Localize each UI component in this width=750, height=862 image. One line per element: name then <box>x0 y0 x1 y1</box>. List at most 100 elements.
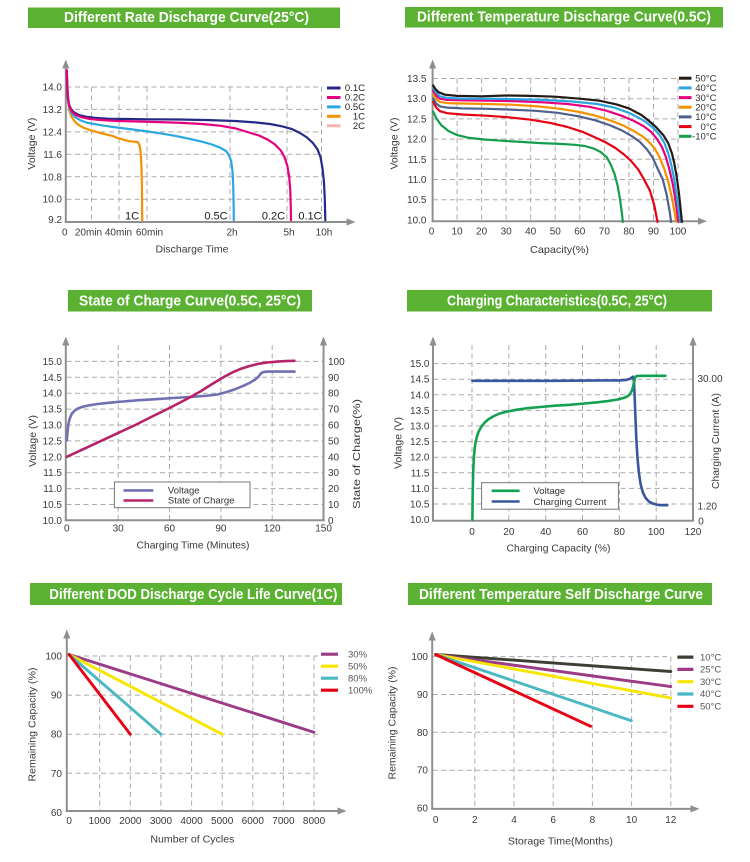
svg-text:State of Charge(%): State of Charge(%) <box>351 399 363 509</box>
svg-text:10.0: 10.0 <box>43 195 63 206</box>
svg-text:11.0: 11.0 <box>43 484 62 495</box>
svg-text:Charging Current (A): Charging Current (A) <box>710 393 722 489</box>
svg-text:0: 0 <box>328 516 334 527</box>
svg-text:70: 70 <box>599 227 611 238</box>
svg-text:0.2C: 0.2C <box>345 93 365 104</box>
svg-text:20min: 20min <box>75 228 102 239</box>
svg-text:10.8: 10.8 <box>43 172 63 183</box>
svg-text:Charging Time (Minutes): Charging Time (Minutes) <box>137 539 250 551</box>
svg-text:90: 90 <box>417 690 429 701</box>
svg-text:13.2: 13.2 <box>43 105 63 116</box>
svg-text:12.0: 12.0 <box>407 135 427 146</box>
svg-text:13.0: 13.0 <box>43 421 63 432</box>
svg-text:0: 0 <box>469 527 475 538</box>
svg-text:14.0: 14.0 <box>43 83 63 94</box>
svg-text:Number of Cycles: Number of Cycles <box>150 833 234 845</box>
svg-text:120: 120 <box>685 527 702 538</box>
svg-text:20: 20 <box>476 227 488 238</box>
svg-text:90: 90 <box>328 373 340 384</box>
svg-text:40°C: 40°C <box>695 83 716 94</box>
svg-text:20: 20 <box>328 484 340 495</box>
svg-text:10: 10 <box>451 227 463 238</box>
svg-text:Storage Time(Months): Storage Time(Months) <box>508 836 613 848</box>
svg-text:50°C: 50°C <box>695 73 716 84</box>
svg-text:60: 60 <box>574 227 586 238</box>
svg-text:50: 50 <box>328 436 340 447</box>
svg-text:30°C: 30°C <box>700 677 721 688</box>
svg-text:7000: 7000 <box>272 816 295 827</box>
svg-text:30°C: 30°C <box>695 93 716 104</box>
svg-text:Different DOD Discharge Cycle: Different DOD Discharge Cycle Life Curve… <box>49 586 337 603</box>
svg-text:0.2C: 0.2C <box>262 211 285 223</box>
svg-text:State of Charge: State of Charge <box>168 496 235 507</box>
svg-text:8: 8 <box>590 815 596 826</box>
svg-text:11.0: 11.0 <box>408 175 427 186</box>
svg-text:80: 80 <box>328 389 340 400</box>
svg-text:100: 100 <box>45 652 62 663</box>
svg-text:9.2: 9.2 <box>48 215 62 226</box>
svg-text:Charging Characteristics(0.5C,: Charging Characteristics(0.5C, 25°C) <box>447 293 667 310</box>
svg-text:10h: 10h <box>316 228 333 239</box>
svg-text:90: 90 <box>648 227 660 238</box>
svg-text:11.5: 11.5 <box>408 155 427 166</box>
svg-text:10: 10 <box>328 500 340 511</box>
svg-text:100: 100 <box>328 357 345 368</box>
svg-text:60: 60 <box>328 421 340 432</box>
svg-text:15.0: 15.0 <box>410 359 430 370</box>
svg-text:Voltage (V): Voltage (V) <box>389 118 401 170</box>
svg-text:70: 70 <box>51 769 63 780</box>
svg-text:60: 60 <box>577 527 589 538</box>
svg-text:11.5: 11.5 <box>43 468 62 479</box>
svg-text:2: 2 <box>472 815 478 826</box>
svg-text:Remaining Capacity (%): Remaining Capacity (%) <box>27 668 39 782</box>
svg-text:80%: 80% <box>348 673 368 684</box>
svg-text:12.5: 12.5 <box>407 114 427 125</box>
svg-text:14.0: 14.0 <box>410 390 430 401</box>
svg-text:10.0: 10.0 <box>43 516 63 527</box>
svg-text:60: 60 <box>164 524 176 535</box>
svg-text:90: 90 <box>51 691 63 702</box>
svg-text:50%: 50% <box>348 661 368 672</box>
svg-text:0: 0 <box>62 228 68 239</box>
svg-text:120: 120 <box>264 524 281 535</box>
svg-text:0.5C: 0.5C <box>204 211 227 223</box>
svg-text:30: 30 <box>113 524 125 535</box>
svg-text:80: 80 <box>51 730 63 741</box>
svg-text:0.1C: 0.1C <box>298 211 321 223</box>
svg-text:0: 0 <box>433 815 439 826</box>
svg-text:0.1C: 0.1C <box>345 83 365 94</box>
svg-text:0: 0 <box>66 816 72 827</box>
svg-text:10: 10 <box>626 815 638 826</box>
svg-text:70: 70 <box>328 405 340 416</box>
svg-text:30: 30 <box>328 468 340 479</box>
svg-text:14.0: 14.0 <box>43 389 63 400</box>
svg-text:10.0: 10.0 <box>410 515 430 526</box>
svg-text:13.5: 13.5 <box>407 74 427 85</box>
svg-text:0: 0 <box>698 516 704 527</box>
svg-text:Different Rate Discharge Curve: Different Rate Discharge Curve(25°C) <box>64 9 309 26</box>
svg-text:100: 100 <box>648 527 665 538</box>
svg-text:2C: 2C <box>353 121 365 132</box>
svg-text:11.5: 11.5 <box>411 468 430 479</box>
svg-text:30%: 30% <box>348 649 368 660</box>
svg-text:Voltage: Voltage <box>168 486 200 497</box>
svg-text:0: 0 <box>429 227 435 238</box>
svg-text:100: 100 <box>411 652 428 663</box>
svg-text:1.20: 1.20 <box>698 502 718 513</box>
svg-text:5h: 5h <box>283 228 294 239</box>
svg-text:12.5: 12.5 <box>410 437 430 448</box>
svg-text:25°C: 25°C <box>700 665 721 676</box>
svg-text:40: 40 <box>328 452 340 463</box>
svg-text:1C: 1C <box>125 211 139 223</box>
svg-text:0.5C: 0.5C <box>345 102 365 113</box>
svg-text:Charging Current: Charging Current <box>534 497 607 508</box>
svg-text:50°C: 50°C <box>700 702 721 713</box>
svg-text:4: 4 <box>511 815 517 826</box>
svg-text:12.4: 12.4 <box>43 127 63 138</box>
svg-text:Discharge Time: Discharge Time <box>156 244 229 256</box>
svg-text:100: 100 <box>670 227 687 238</box>
svg-text:1000: 1000 <box>89 816 112 827</box>
svg-text:100%: 100% <box>348 685 373 696</box>
svg-text:6000: 6000 <box>242 816 265 827</box>
svg-text:10°C: 10°C <box>700 652 721 663</box>
